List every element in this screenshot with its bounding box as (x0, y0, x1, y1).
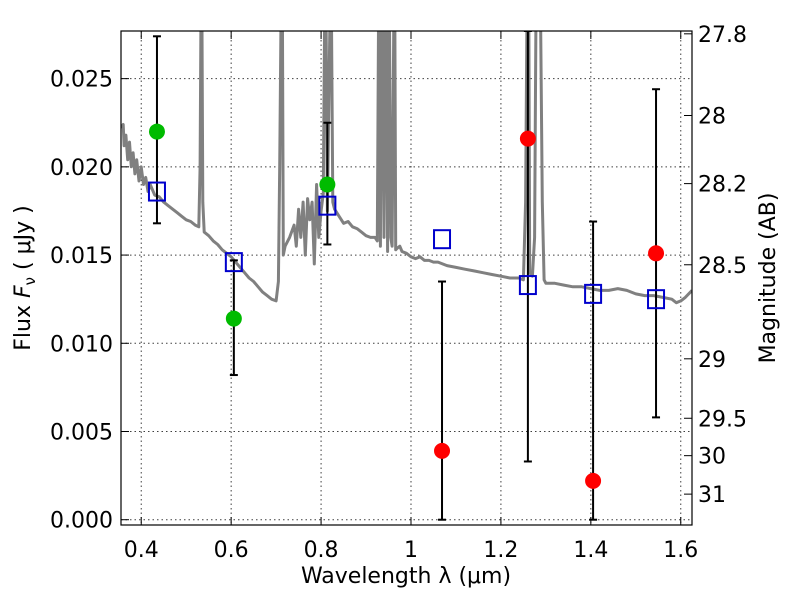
model-flux-square (224, 252, 243, 273)
right-tick-label: 28.2 (698, 173, 747, 198)
model-flux-square (584, 283, 603, 304)
model-spectrum-line (121, 31, 692, 305)
x-tick-label: 1.6 (663, 538, 698, 563)
right-tick-label: 31 (698, 483, 726, 508)
x-axis-label: Wavelength λ (μm) (301, 564, 511, 589)
y-tick-label: 0.020 (50, 156, 113, 181)
y-axis-label: Flux Fν ( μJy ) (11, 205, 39, 350)
data-point (148, 123, 165, 140)
y-axis-label-subscript: ν (21, 277, 39, 285)
grid (121, 31, 692, 525)
x-tick-label: 0.4 (124, 538, 159, 563)
y-tick-label: 0.005 (50, 420, 113, 445)
model-spectrum-layer (121, 31, 692, 305)
data-point (319, 176, 336, 193)
plot-frame (120, 30, 693, 526)
y-tick-label: 0.015 (50, 244, 113, 269)
model-flux-square (433, 229, 452, 250)
y-tick-label: 0.010 (50, 332, 113, 357)
right-tick-label: 29 (698, 348, 726, 373)
x-tick-label: 1.2 (483, 538, 518, 563)
ticks-layer: 0.4 0.6 0.8 1 1.2 1.4 1.6 0.000 0.005 0.010 0.015 0… (50, 23, 747, 563)
y-axis-label-unit: ( μJy ) (11, 205, 36, 277)
y-tick-label: 0.000 (50, 509, 113, 534)
plot-background (121, 31, 692, 525)
model-flux-square (518, 275, 537, 296)
y-axis-label-prefix: Flux (11, 298, 36, 351)
data-point (585, 472, 602, 489)
right-tick-label: 28.5 (698, 254, 747, 279)
y-tick-label: 0.025 (50, 68, 113, 93)
right-tick-label: 30 (698, 445, 726, 470)
data-point (225, 310, 242, 327)
x-tick-label: 1 (404, 538, 418, 563)
data-point (434, 442, 451, 459)
model-flux-square (647, 289, 666, 310)
data-point (648, 245, 665, 262)
right-axis-label: Magnitude (AB) (756, 193, 781, 364)
model-flux-square (318, 195, 337, 216)
data-point (519, 130, 536, 147)
right-tick-label: 27.8 (698, 23, 747, 48)
x-tick-label: 1.4 (573, 538, 608, 563)
x-tick-label: 0.8 (304, 538, 339, 563)
y-axis-label-symbol: F (11, 285, 36, 298)
right-tick-label: 29.5 (698, 407, 747, 432)
model-flux-square (147, 181, 166, 202)
marker-layer (147, 123, 666, 489)
right-tick-label: 28 (698, 105, 726, 130)
x-tick-label: 0.6 (214, 538, 249, 563)
